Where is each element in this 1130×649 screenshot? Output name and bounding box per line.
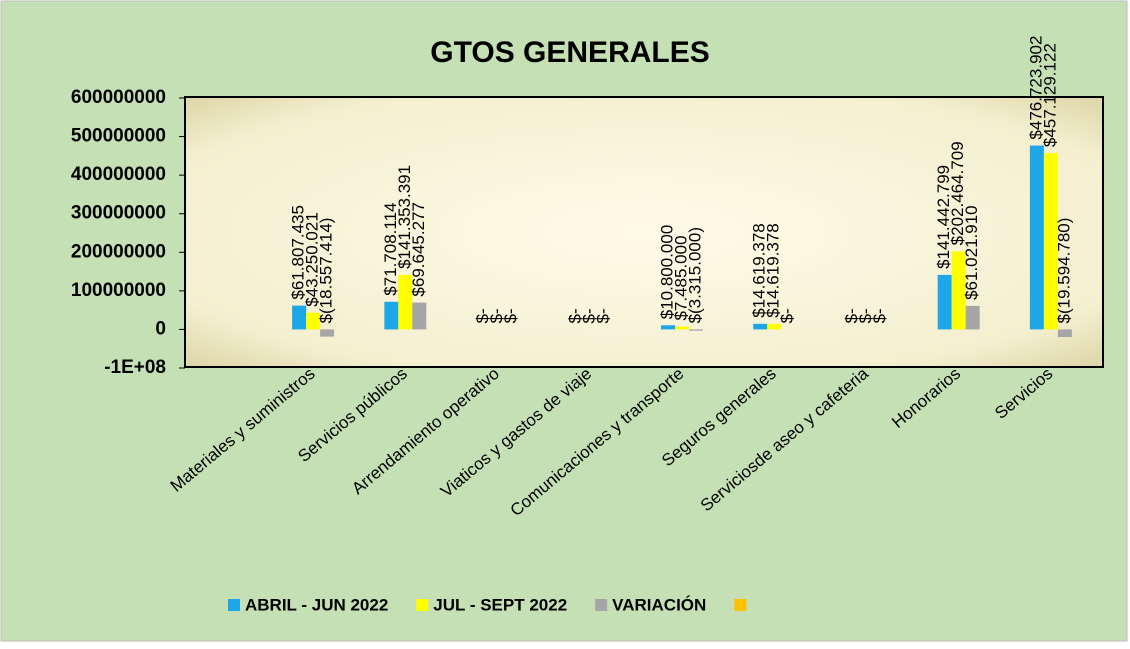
data-label: $- — [487, 308, 506, 323]
data-label: $- — [593, 308, 612, 323]
bar — [1043, 153, 1058, 330]
data-label: $71.708.114 — [381, 202, 400, 295]
data-label: $- — [856, 308, 875, 323]
legend-swatch — [734, 599, 747, 611]
data-label: $- — [870, 308, 889, 323]
data-label: $69.645.277 — [409, 202, 428, 297]
bar — [412, 302, 427, 330]
y-tick-label: 400000000 — [71, 164, 166, 185]
data-label: $- — [842, 308, 861, 323]
bar — [689, 329, 703, 331]
legend-swatch — [416, 599, 429, 611]
data-label: $43.250.021 — [303, 212, 322, 307]
y-tick-label: 600000000 — [71, 87, 166, 108]
bar — [384, 301, 399, 330]
data-label: $- — [579, 308, 598, 323]
data-label: $10.800.000 — [657, 225, 676, 320]
data-label: $14.619.378 — [764, 223, 783, 318]
y-tick-label: 0 — [155, 318, 166, 339]
data-label: $61.021.910 — [962, 205, 981, 300]
y-tick-label: 500000000 — [71, 126, 166, 147]
legend-label: JUL - SEPT 2022 — [433, 595, 567, 614]
legend-label: ABRIL - JUN 2022 — [245, 595, 388, 614]
bar — [398, 274, 413, 330]
y-tick-label: 100000000 — [71, 280, 166, 301]
data-label: $- — [778, 308, 797, 323]
data-label: $141.353.391 — [395, 165, 414, 269]
data-label: $141.442.799 — [934, 165, 953, 269]
data-label: $- — [473, 308, 492, 323]
data-label: $(18.557.414) — [317, 218, 336, 324]
y-tick-label: -1E+08 — [104, 357, 166, 378]
bar — [661, 325, 675, 330]
data-label: $- — [501, 308, 520, 323]
y-tick-label: 300000000 — [71, 203, 166, 224]
bar — [753, 323, 768, 330]
data-label: $- — [565, 308, 584, 323]
bar — [1029, 145, 1044, 330]
y-tick-label: 200000000 — [71, 241, 166, 262]
data-label: $457.129.122 — [1040, 43, 1059, 147]
data-label: $61.807.435 — [289, 205, 308, 300]
data-label: $(3.315.000) — [685, 227, 704, 323]
data-label: $202.464.709 — [948, 141, 967, 245]
bar — [306, 312, 321, 330]
bar — [1057, 329, 1072, 337]
bar — [675, 326, 689, 330]
legend-swatch — [595, 599, 608, 611]
data-label: $(19.594.780) — [1054, 218, 1073, 324]
data-label: $7.485.000 — [671, 235, 690, 320]
data-label: $14.619.378 — [750, 223, 769, 318]
bar — [965, 305, 980, 330]
bar — [767, 323, 782, 330]
data-label: $476.723.902 — [1026, 36, 1045, 140]
bar — [320, 329, 335, 337]
bar — [951, 251, 966, 330]
bar — [292, 305, 307, 330]
legend-label: VARIACIÓN — [612, 595, 706, 614]
bar — [937, 274, 952, 330]
chart-title: GTOS GENERALES — [430, 36, 710, 69]
legend-swatch — [228, 599, 240, 611]
